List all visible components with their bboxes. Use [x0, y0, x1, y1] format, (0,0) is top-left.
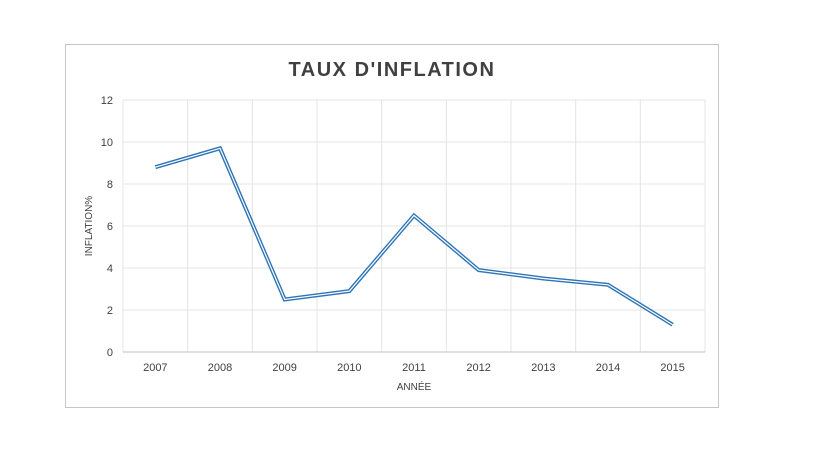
y-tick-labels: 0 2 4 6 8 10 12 — [101, 95, 113, 359]
series-line — [154, 145, 674, 327]
y-tick-label: 12 — [101, 95, 113, 107]
series-group — [154, 145, 674, 327]
x-tick-label: 2008 — [208, 362, 232, 374]
y-tick-label: 4 — [107, 263, 113, 275]
series-line-core — [155, 147, 673, 326]
chart-title: TAUX D'INFLATION — [288, 59, 496, 81]
x-tick-label: 2015 — [660, 362, 684, 374]
x-tick-label: 2011 — [402, 362, 426, 374]
x-tick-label: 2012 — [466, 362, 490, 374]
x-axis-title: ANNÉE — [397, 380, 432, 393]
y-tick-label: 0 — [107, 347, 113, 359]
x-tick-label: 2013 — [531, 362, 555, 374]
y-axis-title: INFLATION% — [84, 196, 95, 256]
x-tick-label: 2007 — [143, 362, 167, 374]
y-tick-label: 6 — [107, 221, 113, 233]
y-tick-label: 10 — [101, 137, 113, 149]
x-tick-label: 2010 — [337, 362, 361, 374]
horizontal-gridlines — [123, 99, 705, 311]
x-tick-label: 2014 — [596, 362, 620, 374]
x-tick-label: 2009 — [272, 362, 296, 374]
y-tick-label: 8 — [107, 179, 113, 191]
y-tick-label: 2 — [107, 305, 113, 317]
x-tick-labels: 2007 2008 2009 2010 2011 2012 2013 2014 2015 — [143, 362, 685, 374]
